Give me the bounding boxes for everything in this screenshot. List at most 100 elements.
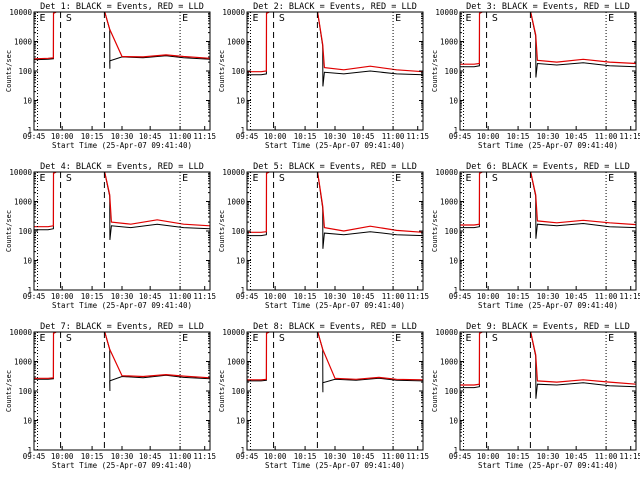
x-tick-label: 11:15: [193, 132, 216, 141]
marker-label-3: E: [182, 333, 188, 344]
y-tick-label: 100: [18, 67, 32, 76]
marker-label-1: E: [466, 13, 472, 24]
y-tick-label: 1000: [14, 358, 33, 367]
y-tick-label: 100: [231, 387, 245, 396]
x-axis-label: Start Time (25-Apr-07 09:41:40): [265, 301, 405, 310]
series-lld-line: [247, 172, 423, 233]
x-tick-label: 10:45: [139, 452, 162, 461]
y-tick-label: 1: [453, 446, 458, 455]
y-tick-label: 10: [236, 417, 246, 426]
x-tick-label: 10:00: [264, 452, 287, 461]
y-tick-label: 100: [444, 387, 458, 396]
marker-label-2: S: [66, 333, 72, 344]
marker-label-3: E: [395, 173, 401, 184]
x-tick-label: 11:15: [619, 452, 640, 461]
marker-label-3: E: [395, 13, 401, 24]
x-tick-label: 11:15: [406, 292, 429, 301]
x-tick-label: 10:15: [81, 132, 104, 141]
y-tick-label: 10: [236, 97, 246, 106]
marker-label-2: S: [492, 13, 498, 24]
chart-title: Det 3: BLACK = Events, RED = LLD: [466, 2, 630, 12]
marker-label-1: E: [253, 173, 259, 184]
y-tick-label: 10: [449, 257, 459, 266]
x-tick-label: 11:15: [619, 292, 640, 301]
x-tick-label: 11:00: [169, 452, 192, 461]
x-tick-label: 10:30: [324, 452, 347, 461]
marker-label-2: S: [279, 173, 285, 184]
x-tick-label: 09:45: [236, 292, 259, 301]
y-axis-label: Counts/sec: [431, 210, 439, 252]
x-tick-label: 11:00: [169, 132, 192, 141]
y-tick-label: 10000: [222, 168, 245, 177]
y-tick-label: 10: [23, 97, 33, 106]
marker-label-3: E: [608, 173, 614, 184]
series-lld-line: [34, 332, 210, 379]
x-tick-label: 10:00: [477, 292, 500, 301]
marker-label-1: E: [466, 173, 472, 184]
x-tick-label: 10:30: [537, 132, 560, 141]
marker-label-1: E: [466, 333, 472, 344]
y-tick-label: 1: [27, 286, 32, 295]
y-axis-label: Counts/sec: [5, 50, 13, 92]
marker-label-3: E: [395, 333, 401, 344]
y-tick-label: 1: [453, 126, 458, 135]
x-tick-label: 10:30: [111, 292, 134, 301]
y-tick-label: 1: [27, 126, 32, 135]
y-axis-label: Counts/sec: [431, 50, 439, 92]
x-tick-label: 09:45: [23, 452, 46, 461]
x-tick-label: 10:15: [294, 292, 317, 301]
x-tick-label: 10:15: [294, 452, 317, 461]
chart-title: Det 5: BLACK = Events, RED = LLD: [253, 162, 417, 172]
marker-label-2: S: [492, 173, 498, 184]
x-tick-label: 10:00: [264, 132, 287, 141]
series-lld-line: [460, 172, 636, 226]
y-tick-label: 1: [27, 446, 32, 455]
series-lld-line: [34, 12, 210, 60]
marker-label-3: E: [182, 13, 188, 24]
marker-label-1: E: [40, 333, 46, 344]
series-lld-line: [460, 332, 636, 386]
x-tick-label: 10:30: [324, 292, 347, 301]
x-tick-label: 09:45: [23, 132, 46, 141]
chart-title: Det 2: BLACK = Events, RED = LLD: [253, 2, 417, 12]
marker-label-2: S: [279, 333, 285, 344]
x-tick-label: 10:00: [477, 452, 500, 461]
marker-label-3: E: [182, 173, 188, 184]
y-tick-label: 1000: [440, 38, 459, 47]
x-axis-label: Start Time (25-Apr-07 09:41:40): [265, 461, 405, 470]
y-tick-label: 10000: [435, 168, 458, 177]
x-axis-label: Start Time (25-Apr-07 09:41:40): [478, 141, 618, 150]
x-tick-label: 11:15: [193, 292, 216, 301]
x-tick-label: 10:15: [507, 292, 530, 301]
x-tick-label: 09:45: [449, 292, 472, 301]
x-tick-label: 10:00: [51, 452, 74, 461]
y-tick-label: 1000: [440, 198, 459, 207]
chart-title: Det 1: BLACK = Events, RED = LLD: [40, 2, 204, 12]
chart-title: Det 4: BLACK = Events, RED = LLD: [40, 162, 204, 172]
chart-title: Det 6: BLACK = Events, RED = LLD: [466, 162, 630, 172]
x-tick-label: 11:00: [169, 292, 192, 301]
marker-label-1: E: [40, 13, 46, 24]
y-tick-label: 1: [240, 446, 245, 455]
series-lld-line: [247, 332, 423, 381]
series-lld-line: [247, 12, 423, 73]
x-tick-label: 09:45: [23, 292, 46, 301]
x-tick-label: 10:15: [81, 292, 104, 301]
marker-label-3: E: [608, 333, 614, 344]
x-axis-label: Start Time (25-Apr-07 09:41:40): [52, 301, 192, 310]
y-axis-label: Counts/sec: [5, 210, 13, 252]
x-tick-label: 10:00: [264, 292, 287, 301]
y-tick-label: 10000: [222, 8, 245, 17]
series-lld-line: [34, 172, 210, 228]
y-tick-label: 10: [236, 257, 246, 266]
y-axis-label: Counts/sec: [218, 210, 226, 252]
y-tick-label: 100: [444, 67, 458, 76]
x-tick-label: 11:15: [193, 452, 216, 461]
chart-title: Det 7: BLACK = Events, RED = LLD: [40, 322, 204, 332]
